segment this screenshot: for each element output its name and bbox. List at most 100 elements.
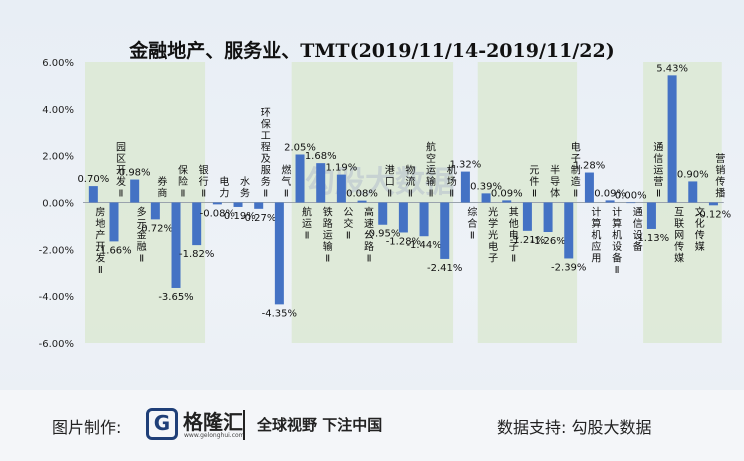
bar bbox=[564, 202, 574, 259]
bar bbox=[543, 202, 553, 233]
data-label: -3.65% bbox=[158, 292, 193, 303]
y-tick-label: -6.00% bbox=[39, 339, 74, 350]
data-label: 1.19% bbox=[325, 163, 357, 174]
category-label: 机场 Ⅱ bbox=[447, 164, 457, 200]
bar bbox=[316, 163, 326, 203]
category-label: 电力 bbox=[219, 175, 229, 200]
category-label: 房地产开发 Ⅱ bbox=[95, 206, 105, 277]
data-label: -1.28% bbox=[386, 236, 421, 247]
category-label: 航运 Ⅱ bbox=[302, 206, 312, 242]
category-label: 保险 Ⅱ bbox=[178, 164, 188, 200]
slogan: 全球视野 下注中国 bbox=[257, 416, 383, 434]
logo-name: 格隆汇 bbox=[183, 410, 243, 434]
data-label: 2.05% bbox=[284, 142, 316, 153]
category-label: 公交 Ⅱ bbox=[343, 208, 353, 242]
data-label: -1.82% bbox=[179, 249, 214, 260]
data-label: -4.35% bbox=[262, 308, 297, 319]
category-label: 元件 Ⅱ bbox=[529, 166, 539, 200]
data-label: -0.27% bbox=[241, 213, 276, 224]
bar bbox=[233, 202, 243, 207]
bar bbox=[522, 202, 532, 231]
data-label: -2.41% bbox=[427, 263, 462, 274]
y-tick-label: 0.00% bbox=[42, 199, 74, 210]
logo-url: www.gelonghui.com bbox=[184, 432, 245, 439]
category-label: 燃气 Ⅱ bbox=[281, 164, 291, 200]
bar bbox=[274, 202, 284, 305]
data-label: 0.90% bbox=[677, 169, 709, 180]
logo-separator bbox=[243, 410, 245, 440]
data-label: 5.43% bbox=[656, 63, 688, 74]
data-label: -0.95% bbox=[365, 229, 400, 240]
bar bbox=[192, 202, 202, 246]
data-label: 1.28% bbox=[574, 161, 606, 172]
bar bbox=[460, 171, 470, 203]
data-label: -2.39% bbox=[551, 262, 586, 273]
category-label: 港口 Ⅱ bbox=[385, 165, 395, 200]
gelonghui-logo-icon: G bbox=[146, 408, 178, 440]
data-label: 0.09% bbox=[491, 188, 523, 199]
category-label: 文化传媒 bbox=[695, 206, 705, 254]
category-label: 高速公路 Ⅱ bbox=[364, 206, 374, 265]
y-tick-label: 2.00% bbox=[42, 152, 74, 163]
category-label: 环保工程及服务 Ⅱ bbox=[261, 108, 271, 200]
data-label: -1.66% bbox=[96, 245, 131, 256]
category-label: 多元金融 Ⅱ bbox=[137, 206, 147, 265]
y-tick-label: -2.00% bbox=[39, 245, 74, 256]
bar bbox=[584, 172, 594, 203]
bar bbox=[646, 202, 656, 229]
data-label: 0.98% bbox=[119, 168, 151, 179]
bar bbox=[150, 202, 160, 220]
data-label: -0.19% bbox=[220, 211, 255, 222]
data-label: 0.70% bbox=[77, 174, 109, 185]
category-label: 电子制造 Ⅱ bbox=[571, 141, 581, 200]
category-label: 通信设备 bbox=[633, 207, 643, 254]
footer: 图片制作: G 格隆汇 www.gelonghui.com 全球视野 下注中国 … bbox=[0, 390, 744, 461]
category-label: 园区开发 Ⅱ bbox=[116, 142, 126, 200]
bar bbox=[667, 75, 677, 203]
data-label: -0.72% bbox=[138, 223, 173, 234]
data-label: 1.32% bbox=[450, 160, 482, 171]
data-label: -1.13% bbox=[634, 233, 669, 244]
data-label: -0.08% bbox=[200, 208, 235, 219]
bar bbox=[171, 202, 181, 288]
bar bbox=[295, 154, 305, 203]
bar bbox=[440, 202, 450, 259]
chart-title: 金融地产、服务业、TMT(2019/11/14-2019/11/22) bbox=[129, 40, 615, 62]
bar bbox=[708, 202, 718, 206]
data-support: 数据支持: 勾股大数据 bbox=[497, 418, 652, 437]
category-label: 综合 Ⅱ bbox=[467, 206, 477, 242]
data-label: 1.68% bbox=[305, 151, 337, 162]
data-label: 0.08% bbox=[346, 189, 378, 200]
bar bbox=[419, 202, 429, 237]
data-label: -1.44% bbox=[406, 240, 441, 251]
y-tick-label: 4.00% bbox=[42, 105, 74, 116]
category-label: 航空运输 Ⅱ bbox=[426, 141, 436, 200]
category-label: 互联网传媒 bbox=[674, 207, 684, 265]
category-label: 水务 bbox=[240, 176, 250, 200]
category-label: 光学光电子 bbox=[488, 206, 498, 265]
data-label: -1.21% bbox=[510, 235, 545, 246]
category-label: 计算机设备 Ⅱ bbox=[612, 206, 622, 277]
bar bbox=[130, 179, 140, 203]
data-label: -1.26% bbox=[530, 236, 565, 247]
category-label: 银行 Ⅱ bbox=[199, 164, 209, 200]
bar bbox=[254, 202, 264, 209]
category-label: 通信运营 Ⅱ bbox=[653, 142, 663, 200]
category-label: 券商 bbox=[157, 175, 167, 200]
bar bbox=[109, 202, 119, 242]
y-tick-label: -4.00% bbox=[39, 292, 74, 303]
bar bbox=[357, 200, 367, 203]
bar bbox=[398, 202, 408, 233]
watermark: 勾股大数据 bbox=[305, 165, 455, 200]
bar bbox=[212, 202, 222, 205]
category-label: 物流 Ⅱ bbox=[405, 164, 415, 200]
bar bbox=[336, 174, 346, 203]
data-label: 0.39% bbox=[470, 181, 502, 192]
y-tick-label: 6.00% bbox=[42, 58, 74, 69]
data-label: 0.09% bbox=[594, 188, 626, 199]
made-by-label: 图片制作: bbox=[52, 418, 122, 437]
bar bbox=[688, 181, 698, 203]
bar bbox=[605, 200, 615, 203]
category-label: 铁路运输 Ⅱ bbox=[323, 206, 333, 265]
